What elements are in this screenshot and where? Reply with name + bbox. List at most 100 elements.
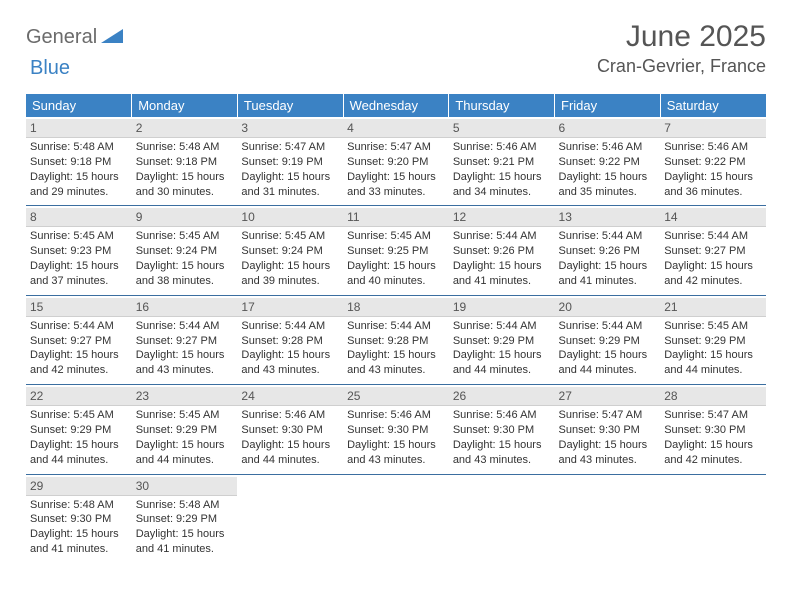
- calendar-cell: 1 Sunrise: 5:48 AMSunset: 9:18 PMDaylight…: [26, 117, 132, 206]
- day-details: Sunrise: 5:46 AMSunset: 9:30 PMDaylight:…: [347, 408, 445, 467]
- calendar-cell: 28 Sunrise: 5:47 AMSunset: 9:30 PMDayligh…: [660, 385, 766, 474]
- logo-triangle-icon: [101, 27, 123, 48]
- weekday-header: Friday: [555, 94, 661, 117]
- calendar-cell: 15 Sunrise: 5:44 AMSunset: 9:27 PMDayligh…: [26, 295, 132, 384]
- calendar-cell: 6 Sunrise: 5:46 AMSunset: 9:22 PMDaylight…: [555, 117, 661, 206]
- day-details: Sunrise: 5:45 AMSunset: 9:29 PMDaylight:…: [136, 408, 234, 467]
- day-details: Sunrise: 5:45 AMSunset: 9:23 PMDaylight:…: [30, 229, 128, 288]
- day-number: 9: [132, 208, 238, 227]
- calendar-cell: 11 Sunrise: 5:45 AMSunset: 9:25 PMDayligh…: [343, 206, 449, 295]
- calendar-cell: 20 Sunrise: 5:44 AMSunset: 9:29 PMDayligh…: [555, 295, 661, 384]
- weekday-header: Monday: [132, 94, 238, 117]
- day-number: 11: [343, 208, 449, 227]
- day-details: Sunrise: 5:45 AMSunset: 9:24 PMDaylight:…: [241, 229, 339, 288]
- day-number: 6: [555, 119, 661, 138]
- day-number: 5: [449, 119, 555, 138]
- day-details: Sunrise: 5:44 AMSunset: 9:28 PMDaylight:…: [347, 319, 445, 378]
- day-number: 26: [449, 387, 555, 406]
- calendar-cell: [343, 474, 449, 563]
- day-details: Sunrise: 5:45 AMSunset: 9:29 PMDaylight:…: [30, 408, 128, 467]
- day-details: Sunrise: 5:44 AMSunset: 9:26 PMDaylight:…: [559, 229, 657, 288]
- day-number: 19: [449, 298, 555, 317]
- day-number: 17: [237, 298, 343, 317]
- calendar-cell: 2 Sunrise: 5:48 AMSunset: 9:18 PMDaylight…: [132, 117, 238, 206]
- day-number: 14: [660, 208, 766, 227]
- day-number: 10: [237, 208, 343, 227]
- day-details: Sunrise: 5:48 AMSunset: 9:18 PMDaylight:…: [136, 140, 234, 199]
- day-details: Sunrise: 5:44 AMSunset: 9:27 PMDaylight:…: [136, 319, 234, 378]
- day-number: 30: [132, 477, 238, 496]
- weekday-header: Thursday: [449, 94, 555, 117]
- calendar-cell: 9 Sunrise: 5:45 AMSunset: 9:24 PMDaylight…: [132, 206, 238, 295]
- day-details: Sunrise: 5:45 AMSunset: 9:24 PMDaylight:…: [136, 229, 234, 288]
- calendar-cell: 22 Sunrise: 5:45 AMSunset: 9:29 PMDayligh…: [26, 385, 132, 474]
- calendar-cell: 10 Sunrise: 5:45 AMSunset: 9:24 PMDayligh…: [237, 206, 343, 295]
- day-number: 15: [26, 298, 132, 317]
- calendar-table: SundayMondayTuesdayWednesdayThursdayFrid…: [26, 94, 766, 563]
- calendar-cell: 18Sunrise: 5:44 AMSunset: 9:28 PMDayligh…: [343, 295, 449, 384]
- calendar-cell: 16 Sunrise: 5:44 AMSunset: 9:27 PMDayligh…: [132, 295, 238, 384]
- subtitle-location: Cran-Gevrier, France: [597, 56, 766, 77]
- day-number: 28: [660, 387, 766, 406]
- calendar-cell: [449, 474, 555, 563]
- day-number: 16: [132, 298, 238, 317]
- calendar-cell: [555, 474, 661, 563]
- calendar-cell: 21 Sunrise: 5:45 AMSunset: 9:29 PMDayligh…: [660, 295, 766, 384]
- day-details: Sunrise: 5:48 AMSunset: 9:30 PMDaylight:…: [30, 498, 128, 557]
- day-details: Sunrise: 5:45 AMSunset: 9:25 PMDaylight:…: [347, 229, 445, 288]
- calendar-cell: 19Sunrise: 5:44 AMSunset: 9:29 PMDayligh…: [449, 295, 555, 384]
- calendar-cell: 14 Sunrise: 5:44 AMSunset: 9:27 PMDayligh…: [660, 206, 766, 295]
- day-number: 7: [660, 119, 766, 138]
- day-details: Sunrise: 5:46 AMSunset: 9:30 PMDaylight:…: [453, 408, 551, 467]
- logo: General: [26, 20, 125, 49]
- day-number: 4: [343, 119, 449, 138]
- day-details: Sunrise: 5:44 AMSunset: 9:29 PMDaylight:…: [559, 319, 657, 378]
- day-number: 20: [555, 298, 661, 317]
- calendar-cell: 4 Sunrise: 5:47 AMSunset: 9:20 PMDaylight…: [343, 117, 449, 206]
- calendar-cell: 3Sunrise: 5:47 AMSunset: 9:19 PMDaylight…: [237, 117, 343, 206]
- calendar-cell: [237, 474, 343, 563]
- calendar-cell: 30 Sunrise: 5:48 AMSunset: 9:29 PMDayligh…: [132, 474, 238, 563]
- day-details: Sunrise: 5:44 AMSunset: 9:27 PMDaylight:…: [30, 319, 128, 378]
- day-details: Sunrise: 5:46 AMSunset: 9:30 PMDaylight:…: [241, 408, 339, 467]
- day-details: Sunrise: 5:46 AMSunset: 9:22 PMDaylight:…: [664, 140, 762, 199]
- day-details: Sunrise: 5:45 AMSunset: 9:29 PMDaylight:…: [664, 319, 762, 378]
- calendar-cell: 27Sunrise: 5:47 AMSunset: 9:30 PMDayligh…: [555, 385, 661, 474]
- day-details: Sunrise: 5:47 AMSunset: 9:30 PMDaylight:…: [664, 408, 762, 467]
- calendar-cell: 12Sunrise: 5:44 AMSunset: 9:26 PMDayligh…: [449, 206, 555, 295]
- day-details: Sunrise: 5:47 AMSunset: 9:30 PMDaylight:…: [559, 408, 657, 467]
- day-number: 29: [26, 477, 132, 496]
- weekday-header: Saturday: [660, 94, 766, 117]
- calendar-cell: 23 Sunrise: 5:45 AMSunset: 9:29 PMDayligh…: [132, 385, 238, 474]
- day-details: Sunrise: 5:44 AMSunset: 9:27 PMDaylight:…: [664, 229, 762, 288]
- weekday-header: Wednesday: [343, 94, 449, 117]
- calendar-cell: 24Sunrise: 5:46 AMSunset: 9:30 PMDayligh…: [237, 385, 343, 474]
- day-number: 13: [555, 208, 661, 227]
- day-details: Sunrise: 5:48 AMSunset: 9:18 PMDaylight:…: [30, 140, 128, 199]
- day-number: 25: [343, 387, 449, 406]
- day-number: 8: [26, 208, 132, 227]
- day-number: 22: [26, 387, 132, 406]
- calendar-cell: 25 Sunrise: 5:46 AMSunset: 9:30 PMDayligh…: [343, 385, 449, 474]
- day-number: 1: [26, 119, 132, 138]
- weekday-header: Tuesday: [237, 94, 343, 117]
- title-block: June 2025 Cran-Gevrier, France: [597, 20, 766, 77]
- day-details: Sunrise: 5:46 AMSunset: 9:21 PMDaylight:…: [453, 140, 551, 199]
- weekday-header: Sunday: [26, 94, 132, 117]
- page-title: June 2025: [597, 20, 766, 54]
- logo-text-general: General: [26, 26, 97, 49]
- calendar-cell: 8 Sunrise: 5:45 AMSunset: 9:23 PMDaylight…: [26, 206, 132, 295]
- day-number: 3: [237, 119, 343, 138]
- day-details: Sunrise: 5:47 AMSunset: 9:20 PMDaylight:…: [347, 140, 445, 199]
- day-number: 23: [132, 387, 238, 406]
- day-details: Sunrise: 5:46 AMSunset: 9:22 PMDaylight:…: [559, 140, 657, 199]
- calendar-cell: [660, 474, 766, 563]
- calendar-cell: 29 Sunrise: 5:48 AMSunset: 9:30 PMDayligh…: [26, 474, 132, 563]
- day-details: Sunrise: 5:48 AMSunset: 9:29 PMDaylight:…: [136, 498, 234, 557]
- day-number: 2: [132, 119, 238, 138]
- calendar-cell: 26 Sunrise: 5:46 AMSunset: 9:30 PMDayligh…: [449, 385, 555, 474]
- calendar-cell: 17Sunrise: 5:44 AMSunset: 9:28 PMDayligh…: [237, 295, 343, 384]
- day-number: 21: [660, 298, 766, 317]
- calendar-cell: 13 Sunrise: 5:44 AMSunset: 9:26 PMDayligh…: [555, 206, 661, 295]
- logo-text-blue: Blue: [30, 57, 70, 79]
